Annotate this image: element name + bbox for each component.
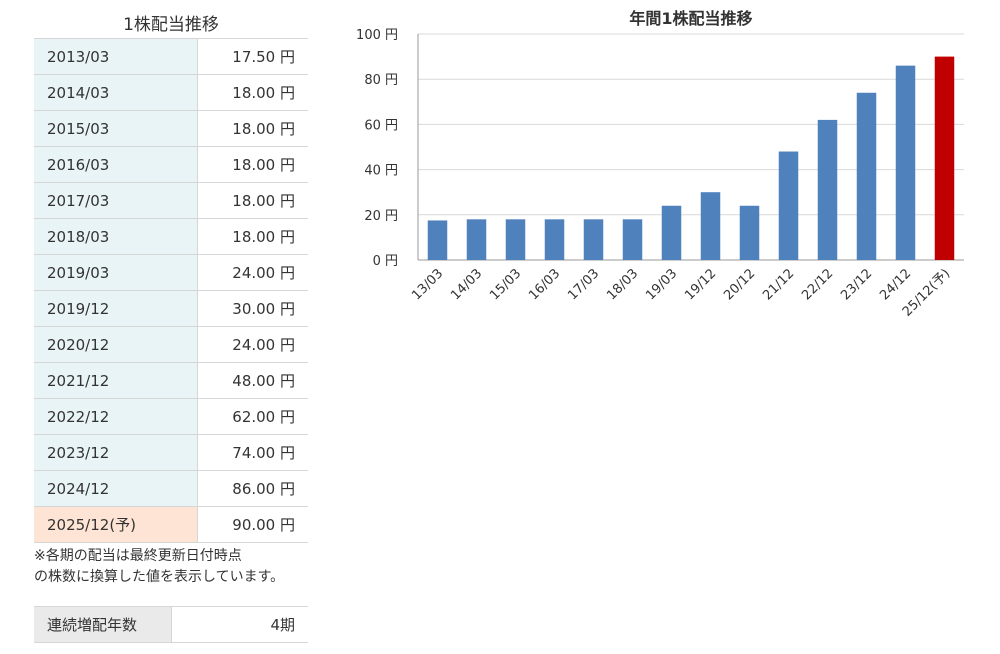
amount-cell: 18.00 円 — [197, 218, 308, 255]
period-cell: 2018/03 — [34, 218, 198, 255]
bar — [505, 219, 526, 260]
table-row: 2013/03 17.50 円 — [34, 38, 308, 75]
chart-title: 年間1株配当推移 — [629, 9, 752, 28]
period-cell: 2019/03 — [34, 254, 198, 291]
table-row: 2016/03 18.00 円 — [34, 146, 308, 183]
amount-cell: 62.00 円 — [197, 398, 308, 435]
bar — [817, 119, 838, 260]
bar — [856, 92, 877, 260]
period-cell: 2016/03 — [34, 146, 198, 183]
x-tick-label: 16/03 — [526, 266, 563, 303]
bar — [739, 205, 760, 260]
period-cell: 2019/12 — [34, 290, 198, 327]
x-tick-label: 24/12 — [877, 266, 914, 303]
forecast-bar — [934, 56, 955, 260]
period-cell: 2015/03 — [34, 110, 198, 147]
y-tick-label: 80 円 — [364, 73, 398, 88]
y-tick-label: 20 円 — [364, 209, 398, 224]
x-tick-label: 14/03 — [448, 266, 485, 303]
period-cell: 2025/12(予) — [34, 506, 198, 543]
streak-label: 連続増配年数 — [34, 606, 172, 643]
bar — [778, 151, 799, 260]
note-line-2: の株数に換算した値を表示しています。 — [34, 569, 285, 585]
bar — [661, 205, 682, 260]
amount-cell: 24.00 円 — [197, 326, 308, 363]
amount-cell: 18.00 円 — [197, 110, 308, 147]
bar — [895, 65, 916, 260]
amount-cell: 30.00 円 — [197, 290, 308, 327]
period-cell: 2017/03 — [34, 182, 198, 219]
table-row: 2024/12 86.00 円 — [34, 470, 308, 507]
x-tick-label: 20/12 — [721, 266, 758, 303]
table-title: 1株配当推移 — [123, 15, 219, 35]
bar — [583, 219, 604, 260]
amount-cell: 18.00 円 — [197, 182, 308, 219]
x-tick-label: 22/12 — [799, 266, 836, 303]
bar — [700, 192, 721, 260]
x-tick-label: 19/12 — [682, 266, 719, 303]
note-line-1: ※各期の配当は最終更新日付時点 — [34, 548, 242, 564]
dividend-table-panel: 1株配当推移 2013/03 17.50 円 2014/03 18.00 円 2015/… — [34, 12, 308, 643]
x-tick-label: 21/12 — [760, 266, 797, 303]
streak-table: 連続増配年数 4期 — [34, 606, 308, 643]
table-row: 2020/12 24.00 円 — [34, 326, 308, 363]
y-tick-label: 40 円 — [364, 164, 398, 179]
table-row: 2015/03 18.00 円 — [34, 110, 308, 147]
table-row: 2019/03 24.00 円 — [34, 254, 308, 291]
x-tick-label: 23/12 — [838, 266, 875, 303]
amount-cell: 74.00 円 — [197, 434, 308, 471]
amount-cell: 17.50 円 — [197, 38, 308, 75]
amount-cell: 48.00 円 — [197, 362, 308, 399]
table-row: 2019/12 30.00 円 — [34, 290, 308, 327]
x-tick-label: 15/03 — [487, 266, 524, 303]
period-cell: 2024/12 — [34, 470, 198, 507]
x-tick-label: 13/03 — [409, 266, 446, 303]
period-cell: 2022/12 — [34, 398, 198, 435]
y-tick-label: 60 円 — [364, 118, 398, 133]
dividend-history-table: 2013/03 17.50 円 2014/03 18.00 円 2015/03 18.00… — [34, 38, 308, 543]
y-tick-label: 100 円 — [356, 28, 398, 43]
period-cell: 2014/03 — [34, 74, 198, 111]
amount-cell: 90.00 円 — [197, 506, 308, 543]
period-cell: 2023/12 — [34, 434, 198, 471]
bar — [466, 219, 487, 260]
streak-value: 4期 — [171, 606, 308, 643]
bar — [427, 220, 448, 260]
table-note: ※各期の配当は最終更新日付時点 の株数に換算した値を表示しています。 — [34, 546, 308, 588]
table-row: 2022/12 62.00 円 — [34, 398, 308, 435]
dividend-bar-chart: 年間1株配当推移 0 円 20 円 40 円 60 円 80 円 100 円 13/03 14/… — [356, 9, 964, 320]
streak-row: 連続増配年数 4期 — [34, 606, 308, 643]
table-row: 2023/12 74.00 円 — [34, 434, 308, 471]
bar — [544, 219, 565, 260]
amount-cell: 86.00 円 — [197, 470, 308, 507]
table-row: 2017/03 18.00 円 — [34, 182, 308, 219]
table-row: 2021/12 48.00 円 — [34, 362, 308, 399]
amount-cell: 18.00 円 — [197, 74, 308, 111]
period-cell: 2020/12 — [34, 326, 198, 363]
bar — [622, 219, 643, 260]
x-tick-label: 18/03 — [604, 266, 641, 303]
x-tick-label: 17/03 — [565, 266, 602, 303]
period-cell: 2021/12 — [34, 362, 198, 399]
y-tick-label: 0 円 — [373, 254, 398, 269]
table-row: 2018/03 18.00 円 — [34, 218, 308, 255]
table-row: 2025/12(予) 90.00 円 — [34, 506, 308, 543]
x-tick-label: 19/03 — [643, 266, 680, 303]
amount-cell: 18.00 円 — [197, 146, 308, 183]
period-cell: 2013/03 — [34, 38, 198, 75]
table-row: 2014/03 18.00 円 — [34, 74, 308, 111]
amount-cell: 24.00 円 — [197, 254, 308, 291]
